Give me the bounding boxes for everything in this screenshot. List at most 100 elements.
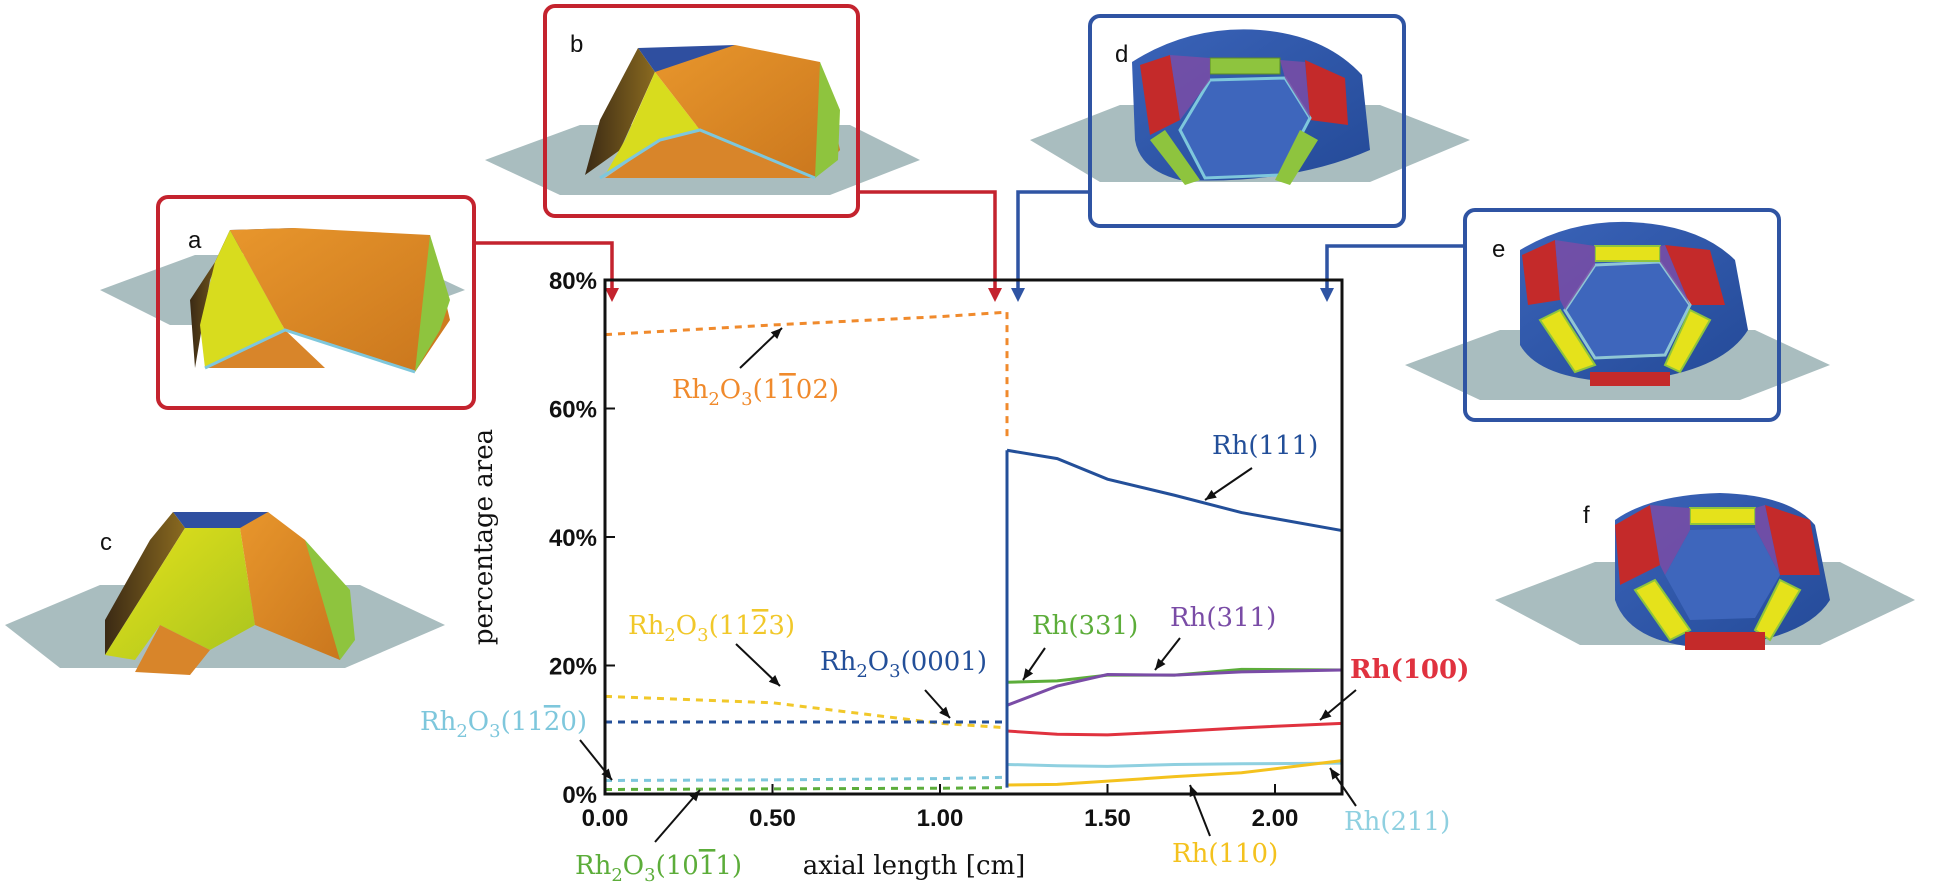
- crystal-yellow-top-e: [1594, 245, 1661, 262]
- label-rh-311: Rh(311): [1170, 603, 1276, 633]
- series-line-rh-211: [1006, 761, 1343, 768]
- chart: 0.00 0.50 1.00 1.50 2.00 0% 20% 40% 60% 80% perce…: [420, 268, 1469, 886]
- label-rh-311-arrowhead: [1155, 658, 1166, 670]
- label-rh2o3-11-23: Rh2O3(1123): [628, 611, 795, 646]
- y-tick-label: 80%: [549, 268, 597, 295]
- connector-e: [1325, 244, 1465, 290]
- series-layer: [604, 310, 1343, 792]
- crystal-yellow-left-f: [1633, 578, 1692, 642]
- connector-b-arrowhead: [988, 288, 1002, 302]
- panel-frame-e: [1463, 208, 1781, 422]
- panel-e: e: [1405, 208, 1830, 422]
- crystal-orange-face-c: [240, 512, 345, 660]
- x-tick-label: 0.00: [582, 805, 629, 832]
- panel-b: b: [485, 4, 920, 218]
- y-axis-title: percentage area: [469, 429, 499, 645]
- crystal-hex-center-f: [1665, 528, 1780, 620]
- label-rh2o3-11-20-arrowhead: [601, 768, 612, 780]
- connector-d: [1016, 190, 1090, 290]
- panel-letter-f: f: [1583, 502, 1590, 529]
- series-line-rh2o3-11-23: [604, 694, 1008, 730]
- connector-d-arrowhead: [1011, 288, 1025, 302]
- label-rh2o3-1-102-overbar-digit: 1: [779, 375, 796, 405]
- crystal-orange-bottom-c: [135, 625, 210, 675]
- label-rh-111-arrowhead: [1205, 489, 1217, 500]
- crystal-dark-side-c: [105, 512, 185, 655]
- ticks-layer: 0.00 0.50 1.00 1.50 2.00 0% 20% 40% 60% 80%: [549, 268, 1298, 832]
- crystal-red-right-f: [1765, 505, 1820, 575]
- label-rh2o3-11-20: Rh2O3(1120): [420, 707, 587, 742]
- label-rh2o3-0001-arrowhead: [939, 706, 950, 718]
- panel-letter-e: e: [1492, 236, 1505, 263]
- panel-letter-b: b: [570, 31, 583, 58]
- series-line-rh-311: [1006, 668, 1343, 707]
- label-rh2o3-11-20-overbar-digit: 2: [544, 707, 561, 737]
- crystal-yellow-left-e: [1538, 308, 1597, 374]
- crystal-purple-2-d: [1280, 60, 1310, 118]
- x-tick-label: 0.50: [749, 805, 796, 832]
- crystal-orange-bottom-a: [205, 330, 325, 368]
- crystal-green-side-a: [415, 235, 450, 372]
- series-line-rh2o3-10-11: [604, 786, 1008, 792]
- connector-a: [474, 241, 614, 290]
- crystal-purple-d: [1170, 55, 1210, 120]
- crystal-yellow-face-b: [605, 72, 700, 175]
- label-rh2o3-1-102: Rh2O3(1102): [672, 375, 839, 410]
- crystal-dark-side-a: [190, 230, 230, 368]
- x-tick-label: 1.00: [917, 805, 964, 832]
- connector-b: [858, 190, 997, 290]
- panel-connectors: [474, 190, 1465, 302]
- series-line-rh2o3-11-20: [604, 775, 1008, 783]
- x-tick-label: 1.50: [1084, 805, 1131, 832]
- crystal-yellow-right-e: [1663, 308, 1712, 374]
- label-rh-111: Rh(111): [1212, 431, 1318, 461]
- crystal-orange-face-b: [655, 45, 840, 178]
- crystal-green-top-d: [1209, 57, 1281, 75]
- crystal-orange-face-a: [230, 228, 450, 372]
- label-rh-110-arrowhead: [1189, 785, 1199, 797]
- crystal-purple-2-e: [1660, 245, 1690, 305]
- crystal-purple-2-f: [1755, 505, 1780, 575]
- label-rh2o3-11-23-arrowhead: [768, 674, 780, 686]
- crystal-red-left-d: [1140, 55, 1180, 135]
- label-rh2o3-10-11-overbar-digit: 1: [699, 851, 716, 881]
- crystal-yellow-face-c: [105, 528, 255, 660]
- crystal-green-left-d: [1150, 130, 1200, 185]
- panel-frame-a: [156, 195, 476, 410]
- label-rh2o3-10-11: Rh2O3(1011): [575, 851, 742, 886]
- connector-e-arrowhead: [1320, 288, 1334, 302]
- label-rh2o3-10-11-arrow: [654, 789, 701, 843]
- crystal-yellow-top-f: [1689, 507, 1756, 525]
- label-rh2o3-1-102-arrowhead: [770, 328, 782, 340]
- series-line-rh-111: [1006, 448, 1343, 533]
- crystal-green-right-d: [1275, 130, 1318, 185]
- panel-frame-d: [1088, 14, 1406, 228]
- label-rh-211: Rh(211): [1344, 807, 1450, 837]
- crystal-yellow-face-a: [200, 230, 285, 368]
- crystal-edge-b: [599, 128, 816, 180]
- x-tick-label: 2.00: [1252, 805, 1299, 832]
- panel-a: a: [100, 195, 476, 410]
- plot-frame: [603, 278, 1344, 796]
- crystal-purple-f: [1650, 505, 1690, 575]
- label-rh-331: Rh(331): [1032, 611, 1138, 641]
- crystal-red-left-f: [1615, 505, 1660, 585]
- crystal-green-side-c: [305, 540, 355, 660]
- y-tick-label: 60%: [549, 397, 597, 424]
- crystal-top-c: [173, 512, 268, 528]
- crystal-edge-a: [204, 328, 416, 374]
- label-rh2o3-10-11-arrowhead: [689, 790, 700, 802]
- labels-layer: Rh2O3(1102) Rh2O3(1123) Rh2O3(0001) Rh2O3(1…: [420, 327, 1469, 886]
- crystal-red-right-d: [1305, 60, 1348, 125]
- label-rh-110: Rh(110): [1172, 839, 1278, 869]
- connector-a-arrowhead: [605, 288, 619, 302]
- crystal-red-bottom-f: [1685, 632, 1765, 650]
- panel-f: f: [1495, 493, 1915, 650]
- y-tick-label: 20%: [549, 654, 597, 681]
- crystal-red-bottom-e: [1590, 372, 1670, 386]
- panel-d: d: [1030, 14, 1470, 228]
- label-rh-100-arrowhead: [1320, 709, 1332, 720]
- crystal-red-left-e: [1522, 240, 1560, 305]
- y-tick-label: 40%: [549, 525, 597, 552]
